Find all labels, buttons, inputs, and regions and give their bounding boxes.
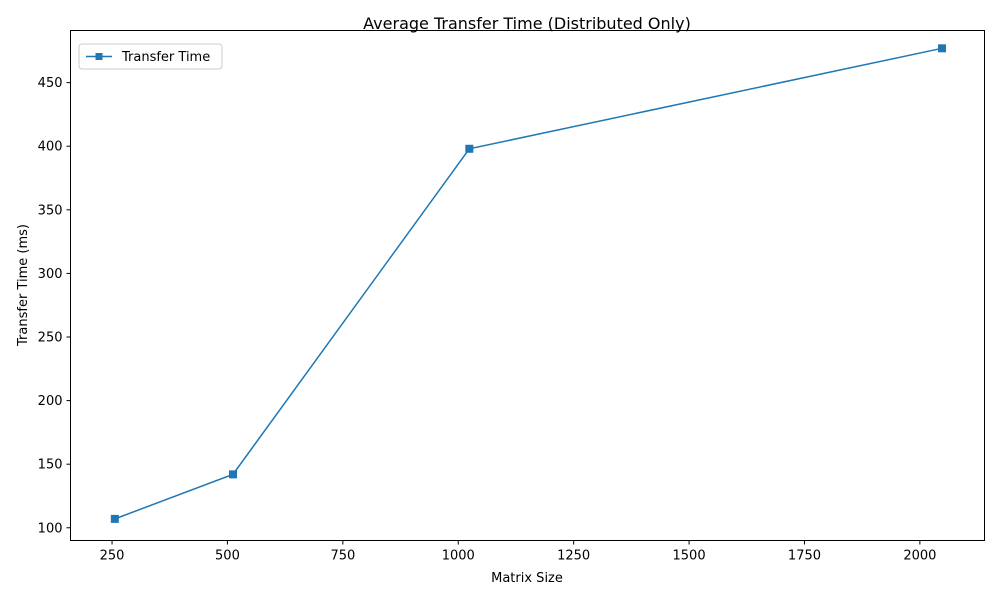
y-tick-label: 150 [38,458,63,473]
x-axis: 250 500 750 1000 1250 1500 1750 2000 [100,540,936,564]
x-tick-label: 750 [330,549,355,564]
x-tick-label: 2000 [903,549,936,564]
x-tick-label: 1500 [673,549,706,564]
legend-box [78,43,223,70]
y-tick-label: 250 [38,331,63,346]
plot-area-frame [70,30,985,541]
legend-entry-transfer-time: Transfer Time [121,50,210,65]
y-tick-label: 350 [38,203,63,218]
x-axis-label: Matrix Size [491,571,563,586]
y-tick-label: 100 [38,521,63,536]
data-point-marker [465,144,474,153]
legend: Transfer Time [78,43,223,70]
data-point-marker [110,514,119,523]
y-tick-label: 200 [38,394,63,409]
chart-title: Average Transfer Time (Distributed Only) [363,14,691,33]
x-tick-label: 500 [215,549,240,564]
y-tick-label: 400 [38,140,63,155]
x-tick-label: 1000 [442,549,475,564]
x-tick-label: 250 [100,549,125,564]
series-line-transfer-time [114,47,943,520]
data-point-marker [938,44,947,53]
x-tick-label: 1250 [557,549,590,564]
x-tick-label: 1750 [788,549,821,564]
y-axis-label: Transfer Time (ms) [16,224,31,347]
legend-marker-swatch [95,53,103,60]
data-point-marker [228,470,237,479]
y-axis: 100 150 200 250 300 350 400 450 [38,76,71,536]
series-layer [110,44,947,523]
y-tick-label: 300 [38,267,63,282]
y-tick-label: 450 [38,76,63,91]
